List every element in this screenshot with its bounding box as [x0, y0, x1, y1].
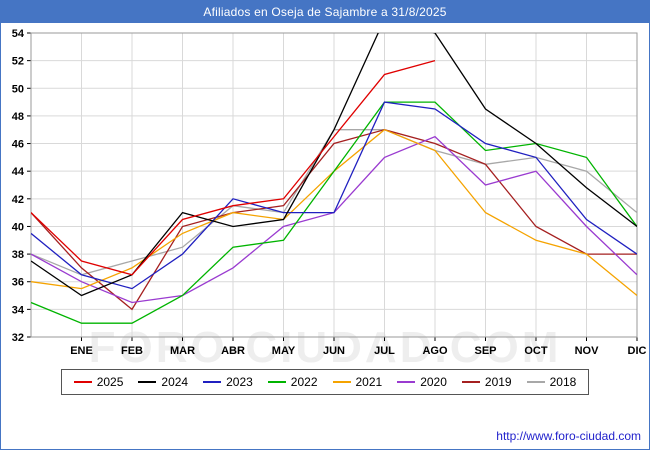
legend-item-2020: 2020: [397, 375, 447, 389]
legend-box: 2025 2024 2023 2022 2021 2020: [60, 369, 590, 395]
svg-text:34: 34: [12, 304, 25, 316]
svg-text:44: 44: [12, 166, 25, 178]
svg-text:JUL: JUL: [374, 345, 395, 357]
legend-label: 2018: [549, 375, 577, 389]
chart-title-bar: Afiliados en Oseja de Sajambre a 31/8/20…: [1, 1, 649, 23]
svg-text:48: 48: [12, 111, 24, 123]
svg-text:32: 32: [12, 332, 24, 344]
legend-line-icon: [461, 381, 480, 383]
legend-label: 2019: [484, 375, 512, 389]
svg-text:ABR: ABR: [221, 345, 245, 357]
svg-text:50: 50: [12, 83, 24, 95]
legend-item-2024: 2024: [138, 375, 188, 389]
svg-text:AGO: AGO: [422, 345, 448, 357]
svg-text:FEB: FEB: [121, 345, 143, 357]
svg-text:ENE: ENE: [70, 345, 93, 357]
legend-label: 2025: [96, 375, 124, 389]
legend-item-2022: 2022: [267, 375, 318, 389]
foro-ciudad-link[interactable]: http://www.foro-ciudad.com: [496, 429, 641, 443]
svg-text:NOV: NOV: [575, 345, 600, 357]
page-title: Afiliados en Oseja de Sajambre a 31/8/20…: [203, 5, 447, 19]
svg-text:36: 36: [12, 277, 24, 289]
legend-item-2025: 2025: [73, 375, 124, 389]
legend-label: 2022: [290, 375, 318, 389]
chart-area: 32 34 36 38 40 42 44 46 48 50 52 54 ENE FEB MAR ABR MAY J…: [1, 23, 649, 363]
svg-text:38: 38: [12, 249, 24, 261]
legend-line-icon: [526, 381, 545, 383]
svg-text:SEP: SEP: [474, 345, 496, 357]
svg-text:JUN: JUN: [323, 345, 345, 357]
legend-label: 2023: [226, 375, 253, 389]
legend-row: 2025 2024 2023 2022 2021 2020: [1, 369, 649, 395]
svg-text:MAR: MAR: [170, 345, 195, 357]
legend-line-icon: [267, 381, 286, 383]
svg-text:46: 46: [12, 139, 24, 151]
legend-item-2019: 2019: [461, 375, 512, 389]
svg-text:54: 54: [12, 28, 25, 40]
legend-item-2018: 2018: [526, 375, 577, 389]
svg-text:42: 42: [12, 194, 24, 206]
legend-line-icon: [138, 381, 157, 383]
legend-line-icon: [203, 381, 222, 383]
svg-text:DIC: DIC: [628, 345, 647, 357]
svg-text:52: 52: [12, 56, 24, 68]
legend-item-2023: 2023: [203, 375, 253, 389]
line-chart: 32 34 36 38 40 42 44 46 48 50 52 54 ENE FEB MAR ABR MAY J…: [12, 28, 647, 357]
legend-line-icon: [73, 381, 92, 383]
legend-line-icon: [397, 381, 416, 383]
legend-label: 2021: [355, 375, 383, 389]
legend-label: 2024: [161, 375, 189, 389]
svg-text:OCT: OCT: [524, 345, 548, 357]
svg-text:MAY: MAY: [272, 345, 296, 357]
svg-text:40: 40: [12, 221, 24, 233]
legend-item-2021: 2021: [332, 375, 383, 389]
legend-label: 2020: [420, 375, 447, 389]
legend-line-icon: [332, 381, 351, 383]
